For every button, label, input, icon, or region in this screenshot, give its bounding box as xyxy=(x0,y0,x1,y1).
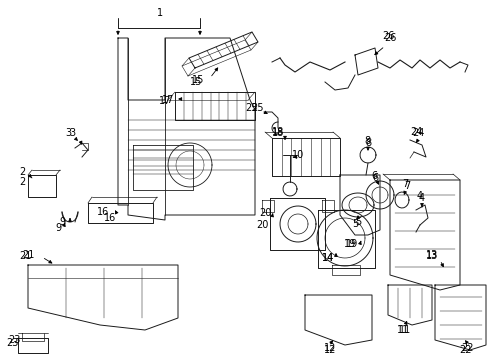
Text: 13: 13 xyxy=(425,251,437,261)
Text: 19: 19 xyxy=(343,239,355,249)
Text: 2: 2 xyxy=(19,177,25,187)
Text: 26: 26 xyxy=(383,33,395,43)
Text: 12: 12 xyxy=(323,345,336,355)
Text: 16: 16 xyxy=(103,213,116,223)
Text: 24: 24 xyxy=(409,127,421,137)
Text: 18: 18 xyxy=(271,127,284,137)
Text: 12: 12 xyxy=(323,343,336,353)
Text: 20: 20 xyxy=(255,220,267,230)
Text: 3: 3 xyxy=(65,128,71,138)
Text: 4: 4 xyxy=(416,191,422,201)
Text: 6: 6 xyxy=(371,173,377,183)
Text: 11: 11 xyxy=(398,325,410,335)
Text: 15: 15 xyxy=(191,75,204,85)
Text: 6: 6 xyxy=(370,171,376,181)
Text: 21: 21 xyxy=(22,250,34,260)
Text: 5: 5 xyxy=(354,217,360,227)
Text: 18: 18 xyxy=(271,128,284,138)
Text: 25: 25 xyxy=(251,103,264,113)
Text: 11: 11 xyxy=(396,325,408,335)
Text: 15: 15 xyxy=(189,77,202,87)
Text: 1: 1 xyxy=(157,8,163,18)
Text: 10: 10 xyxy=(291,150,304,160)
Text: 5: 5 xyxy=(351,219,357,229)
Text: 13: 13 xyxy=(425,250,437,260)
Text: 7: 7 xyxy=(401,179,407,189)
Text: 22: 22 xyxy=(461,343,473,353)
Text: 7: 7 xyxy=(403,181,409,191)
Text: 17: 17 xyxy=(162,95,174,105)
Text: 21: 21 xyxy=(19,251,31,261)
Text: 22: 22 xyxy=(458,345,470,355)
Text: 3: 3 xyxy=(69,128,75,138)
Text: 19: 19 xyxy=(345,239,357,249)
Text: 4: 4 xyxy=(418,193,424,203)
Text: 24: 24 xyxy=(411,128,423,138)
Text: 23: 23 xyxy=(6,338,18,348)
Text: 16: 16 xyxy=(97,207,109,217)
Text: 8: 8 xyxy=(364,138,370,148)
Text: 23: 23 xyxy=(8,335,20,345)
Text: 20: 20 xyxy=(258,208,271,218)
Text: 14: 14 xyxy=(321,253,333,263)
Text: 14: 14 xyxy=(321,253,333,263)
Text: 9: 9 xyxy=(55,223,61,233)
Text: 8: 8 xyxy=(363,136,369,146)
Text: 9: 9 xyxy=(59,217,65,227)
Text: 26: 26 xyxy=(381,31,393,41)
Text: 25: 25 xyxy=(245,103,258,113)
Text: 17: 17 xyxy=(159,96,171,106)
Text: 2: 2 xyxy=(19,167,25,177)
